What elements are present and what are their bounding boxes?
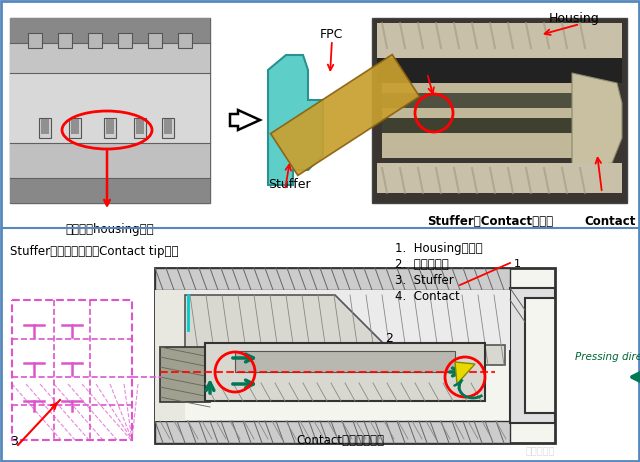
Bar bbox=[377, 23, 622, 58]
Bar bbox=[106, 119, 114, 134]
Text: 2.  塑膠堆積屑: 2. 塑膠堆積屑 bbox=[395, 258, 449, 271]
Bar bbox=[235, 351, 455, 372]
Text: Contact: Contact bbox=[584, 215, 636, 228]
Text: 3: 3 bbox=[10, 435, 18, 448]
Text: 3.  Stuffer: 3. Stuffer bbox=[395, 274, 454, 287]
Bar bbox=[39, 118, 51, 138]
Text: 1: 1 bbox=[514, 259, 521, 269]
Polygon shape bbox=[230, 110, 260, 130]
Bar bbox=[164, 119, 172, 134]
Text: Stuffer和Contact臂干涉: Stuffer和Contact臂干涉 bbox=[427, 215, 553, 228]
Text: Stuffer推进时与旋转的Contact tip干涉: Stuffer推进时与旋转的Contact tip干涉 bbox=[10, 245, 179, 258]
Bar bbox=[10, 18, 210, 203]
Bar bbox=[69, 118, 81, 138]
Bar bbox=[155, 421, 510, 443]
Text: FPC: FPC bbox=[320, 28, 344, 41]
Bar bbox=[155, 290, 185, 421]
Text: Contact下壁发生旋转: Contact下壁发生旋转 bbox=[296, 434, 384, 447]
Bar bbox=[88, 33, 102, 48]
Bar bbox=[136, 119, 144, 134]
Polygon shape bbox=[572, 73, 622, 168]
Text: Stuffer: Stuffer bbox=[268, 178, 310, 191]
Bar bbox=[178, 33, 192, 48]
Bar bbox=[10, 43, 210, 73]
Bar bbox=[104, 118, 116, 138]
Bar bbox=[377, 163, 622, 193]
Text: Housing: Housing bbox=[549, 12, 600, 25]
Bar bbox=[372, 18, 627, 203]
Polygon shape bbox=[268, 55, 323, 185]
Text: 端子超出housing齧阶: 端子超出housing齧阶 bbox=[66, 223, 154, 236]
Bar bbox=[160, 347, 210, 402]
Bar bbox=[382, 118, 577, 133]
Polygon shape bbox=[185, 295, 505, 365]
Bar bbox=[382, 93, 577, 108]
Polygon shape bbox=[271, 55, 419, 176]
Bar bbox=[118, 33, 132, 48]
Text: 线规车程顾: 线规车程顾 bbox=[525, 445, 555, 455]
Bar bbox=[58, 33, 72, 48]
Bar bbox=[148, 33, 162, 48]
Bar bbox=[134, 118, 146, 138]
Bar bbox=[10, 73, 210, 143]
Bar bbox=[155, 268, 510, 290]
Bar bbox=[155, 268, 555, 443]
Bar bbox=[12, 300, 132, 440]
Bar bbox=[205, 343, 485, 401]
Text: 4.  Contact: 4. Contact bbox=[395, 290, 460, 303]
Bar bbox=[377, 58, 622, 83]
Bar bbox=[71, 119, 79, 134]
Bar bbox=[185, 290, 510, 350]
Text: 1.  Housing定位塊: 1. Housing定位塊 bbox=[395, 242, 483, 255]
Bar bbox=[28, 33, 42, 48]
Bar bbox=[41, 119, 49, 134]
Bar bbox=[382, 83, 577, 158]
Text: Pressing direction: Pressing direction bbox=[575, 352, 640, 362]
Bar bbox=[162, 118, 174, 138]
Bar bbox=[10, 143, 210, 178]
Text: 2: 2 bbox=[385, 332, 393, 345]
Bar bbox=[10, 18, 210, 43]
Bar bbox=[10, 178, 210, 203]
Polygon shape bbox=[510, 288, 555, 423]
Polygon shape bbox=[455, 362, 475, 384]
